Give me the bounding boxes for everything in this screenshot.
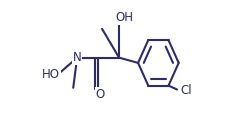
Text: OH: OH bbox=[115, 11, 133, 24]
Text: O: O bbox=[95, 88, 105, 101]
Text: Cl: Cl bbox=[180, 84, 192, 97]
Text: N: N bbox=[73, 51, 81, 64]
Text: HO: HO bbox=[42, 67, 60, 81]
